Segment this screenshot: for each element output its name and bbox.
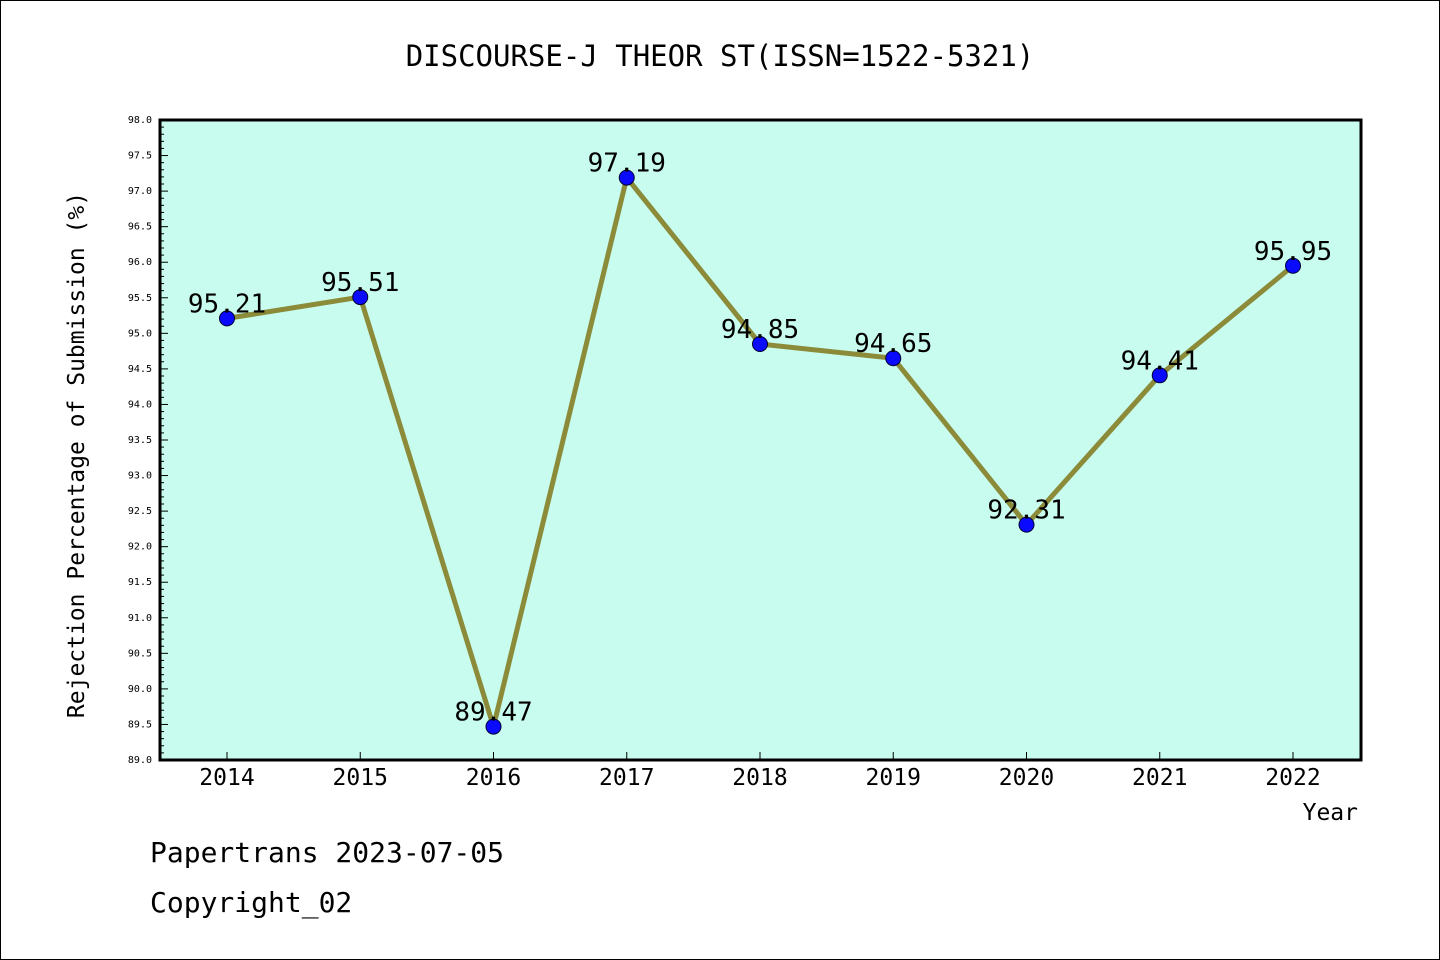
y-tick-label: 94.0 — [128, 399, 152, 410]
y-tick-label: 91.0 — [128, 613, 152, 624]
y-tick-label: 97.0 — [128, 186, 152, 197]
data-point — [485, 718, 502, 735]
y-tick-label: 89.5 — [128, 719, 152, 730]
data-point — [618, 169, 635, 186]
plot-area — [158, 118, 1363, 762]
x-axis-label: Year — [1303, 800, 1358, 826]
y-tick-label: 91.5 — [128, 577, 152, 588]
data-label: 97.19 — [588, 149, 666, 179]
series-group: 95.21 95.51 89.47 97.19 94.85 94.65 92.31 94.41… — [188, 149, 1332, 735]
y-tick-label: 93.0 — [128, 471, 152, 482]
y-tick-label: 96.0 — [128, 257, 152, 268]
x-tick-label: 2020 — [999, 765, 1054, 791]
data-label: 95.51 — [321, 268, 399, 298]
y-tick-label: 93.5 — [128, 435, 152, 446]
chart-title: DISCOURSE-J THEOR ST(ISSN=1522-5321) — [406, 39, 1035, 73]
y-tick-label: 89.0 — [128, 755, 152, 766]
y-tick-label: 98.0 — [128, 115, 152, 126]
y-tick-label: 90.5 — [128, 648, 152, 659]
y-tick-label: 92.5 — [128, 506, 152, 517]
data-label: 95.95 — [1254, 237, 1332, 267]
data-point — [1018, 516, 1035, 533]
data-point — [352, 289, 369, 306]
x-tick-label: 2017 — [599, 765, 654, 791]
data-point — [1285, 257, 1301, 274]
y-axis-label: Rejection Percentage of Submission (%) — [64, 192, 90, 718]
x-tick-label: 2021 — [1132, 765, 1187, 791]
data-label: 94.41 — [1121, 346, 1199, 376]
data-label: 95.21 — [188, 289, 266, 319]
data-label: 89.47 — [454, 698, 532, 728]
source-text: Papertrans 2023-07-05 — [150, 836, 505, 869]
y-tick-label: 94.5 — [128, 364, 152, 375]
data-point — [885, 350, 902, 367]
x-axis: 2014 2015 2016 2017 2018 2019 2020 2021 2022 — [199, 752, 1321, 791]
x-tick-label: 2022 — [1265, 765, 1320, 791]
x-tick-label: 2015 — [333, 765, 388, 791]
data-point — [752, 336, 768, 352]
y-tick-label: 95.5 — [128, 293, 152, 304]
y-tick-label: 96.5 — [128, 222, 152, 233]
data-label: 94.85 — [721, 315, 799, 345]
data-point — [1151, 367, 1168, 384]
data-label: 92.31 — [987, 496, 1065, 526]
y-tick-label: 97.5 — [128, 151, 152, 162]
data-point — [219, 310, 235, 327]
y-tick-label: 95.0 — [128, 328, 152, 339]
x-tick-label: 2014 — [199, 765, 254, 791]
x-tick-label: 2018 — [732, 765, 787, 791]
y-tick-label: 92.0 — [128, 542, 152, 553]
x-tick-label: 2016 — [466, 765, 521, 791]
x-tick-label: 2019 — [866, 765, 921, 791]
y-axis: 89.0 89.5 90.0 90.5 91.0 91.5 92.0 92.5 93.0 93.5… — [128, 115, 168, 766]
copyright-text: Copyright_02 — [150, 886, 353, 919]
y-tick-label: 90.0 — [128, 684, 152, 695]
data-label: 94.65 — [854, 329, 932, 359]
